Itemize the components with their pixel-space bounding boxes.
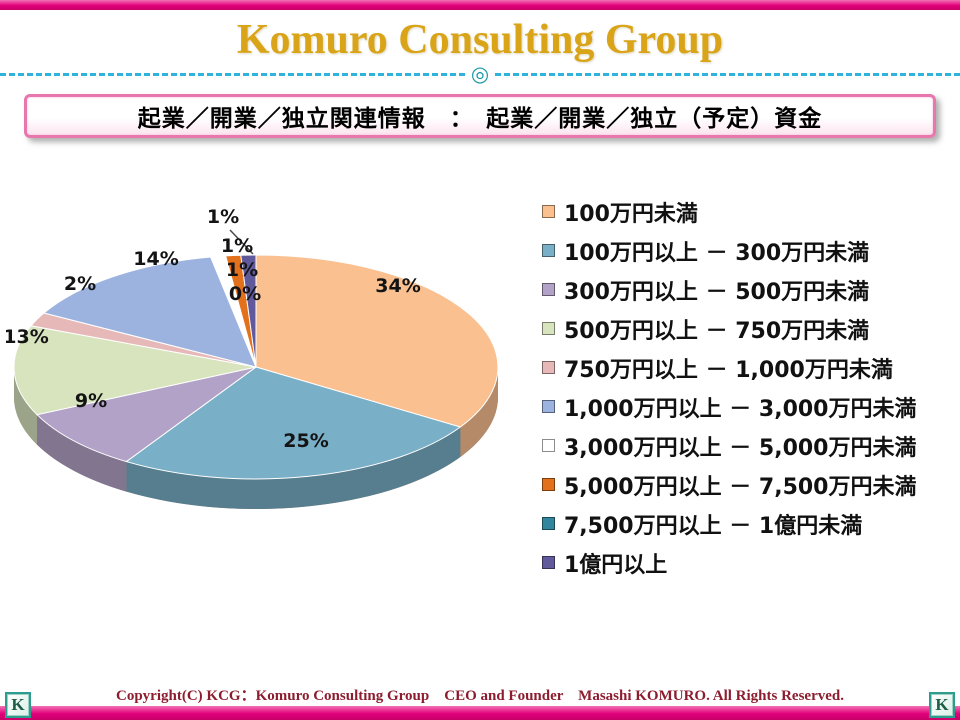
legend-label: 300万円以上 － 500万円未満 bbox=[564, 279, 870, 305]
legend-label: 1億円以上 bbox=[564, 552, 668, 578]
legend-label: 500万円以上 － 750万円未満 bbox=[564, 318, 870, 344]
legend-marker bbox=[542, 439, 555, 452]
pie-slice bbox=[13, 325, 257, 416]
pie-percent-label: 9% bbox=[75, 390, 107, 412]
kcg-logo-left: K bbox=[5, 692, 31, 718]
legend-marker bbox=[542, 283, 555, 296]
subtitle-box: 起業／開業／独立関連情報 ： 起業／開業／独立（予定）資金 bbox=[24, 94, 936, 138]
top-accent-bar bbox=[0, 0, 960, 10]
legend-item: 5,000万円以上 － 7,500万円未満 bbox=[542, 471, 950, 500]
pie-percent-label: 2% bbox=[64, 273, 96, 295]
chart-legend: 100万円未満 100万円以上 － 300万円未満 300万円以上 － 500万円未… bbox=[542, 198, 950, 588]
legend-marker bbox=[542, 361, 555, 374]
pie-slice bbox=[255, 254, 499, 428]
legend-marker bbox=[542, 400, 555, 413]
pie-slice-side bbox=[460, 367, 498, 458]
legend-label: 5,000万円以上 － 7,500万円未満 bbox=[564, 474, 917, 500]
legend-item: 500万円以上 － 750万円未満 bbox=[542, 315, 950, 344]
legend-marker bbox=[542, 517, 555, 530]
legend-label: 7,500万円以上 － 1億円未満 bbox=[564, 513, 863, 539]
legend-marker bbox=[542, 322, 555, 335]
pie-percent-label: 1% bbox=[226, 259, 258, 281]
legend-item: 7,500万円以上 － 1億円未満 bbox=[542, 510, 950, 539]
copyright-text: Copyright(C) KCG：Komuro Consulting Group… bbox=[116, 688, 844, 704]
bullseye-ornament-icon: ◎ bbox=[470, 61, 490, 86]
legend-marker bbox=[542, 205, 555, 218]
legend-label: 3,000万円以上 － 5,000万円未満 bbox=[564, 435, 917, 461]
subtitle-text: 起業／開業／独立関連情報 ： 起業／開業／独立（予定）資金 bbox=[137, 106, 823, 132]
legend-item: 100万円以上 － 300万円未満 bbox=[542, 237, 950, 266]
legend-item: 300万円以上 － 500万円未満 bbox=[542, 276, 950, 305]
pie-slice bbox=[125, 366, 462, 480]
pie-percent-label: 1% bbox=[221, 235, 253, 257]
legend-label: 100万円以上 － 300万円未満 bbox=[564, 240, 870, 266]
pie-percent-label: 13% bbox=[6, 326, 49, 348]
bottom-accent-bar bbox=[0, 706, 960, 720]
divider-line-left bbox=[0, 72, 465, 76]
legend-label: 750万円以上 － 1,000万円未満 bbox=[564, 357, 893, 383]
legend-item: 750万円以上 － 1,000万円未満 bbox=[542, 354, 950, 383]
pie-slice-side bbox=[126, 427, 461, 509]
legend-marker bbox=[542, 478, 555, 491]
pie-slice bbox=[240, 254, 257, 368]
legend-item: 1,000万円以上 － 3,000万円未満 bbox=[542, 393, 950, 422]
legend-item: 100万円未満 bbox=[542, 198, 950, 227]
pie-percent-label: 34% bbox=[375, 275, 420, 297]
legend-label: 1,000万円以上 － 3,000万円未満 bbox=[564, 396, 917, 422]
label-leader-line bbox=[229, 229, 254, 255]
pie-percent-label: 14% bbox=[133, 248, 178, 270]
divider-line-right bbox=[495, 72, 960, 76]
legend-label: 100万円未満 bbox=[564, 201, 698, 227]
pie-chart: 34% 25% 9% 13% 2% 14% 1% 1% 0% 1% bbox=[3, 190, 540, 530]
pie-percent-label: 0% bbox=[229, 283, 261, 305]
pie-slice bbox=[42, 256, 257, 368]
page-title: Komuro Consulting Group bbox=[236, 17, 724, 63]
legend-marker bbox=[542, 244, 555, 257]
pie-percent-label: 25% bbox=[283, 430, 328, 452]
pie-slice bbox=[36, 366, 257, 463]
pie-percent-label: 1% bbox=[207, 206, 239, 228]
legend-marker bbox=[542, 556, 555, 569]
pie-slice-side bbox=[14, 367, 38, 445]
legend-item: 3,000万円以上 － 5,000万円未満 bbox=[542, 432, 950, 461]
kcg-logo-right: K bbox=[929, 692, 955, 718]
legend-item: 1億円以上 bbox=[542, 549, 950, 578]
pie-chart-svg: 34%25%9%13%2%14%1%1%0%1% bbox=[3, 206, 499, 509]
pie-slice-side bbox=[37, 414, 127, 492]
title-divider: ◎ bbox=[0, 62, 960, 86]
footer: K Copyright(C) KCG：Komuro Consulting Gro… bbox=[0, 686, 960, 720]
